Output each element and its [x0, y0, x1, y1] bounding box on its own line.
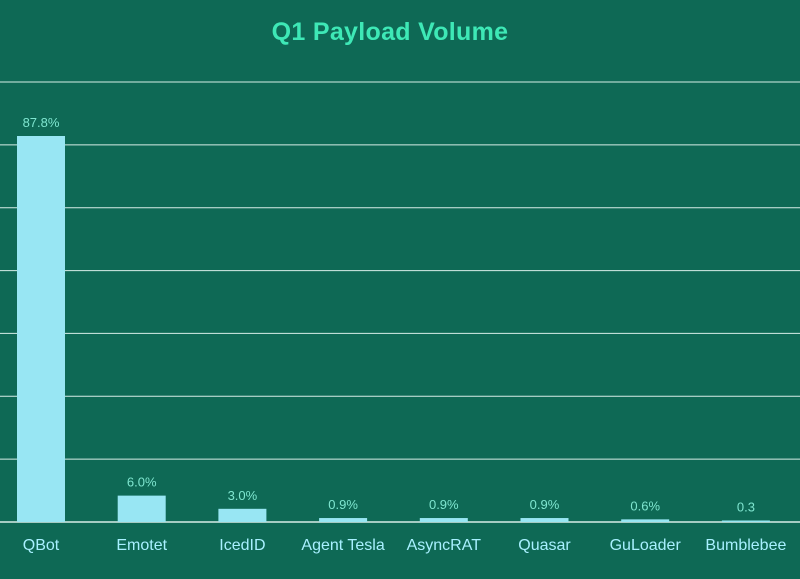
- category-label: Agent Tesla: [301, 537, 384, 554]
- bar-icedid: [218, 508, 267, 522]
- bar-agent-tesla: [319, 518, 368, 522]
- bar-quasar: [520, 518, 569, 522]
- chart-title: Q1 Payload Volume: [271, 18, 509, 46]
- category-label: Quasar: [518, 537, 571, 554]
- bar-guloader: [621, 519, 670, 522]
- bar-asyncrat: [419, 518, 468, 522]
- category-label: Emotet: [116, 537, 167, 554]
- data-label: 3.0%: [228, 488, 258, 503]
- data-label: 6.0%: [127, 475, 157, 490]
- data-label: 0.6%: [630, 498, 660, 513]
- category-label: Bumblebee: [705, 537, 786, 554]
- category-label: QBot: [23, 537, 60, 554]
- data-label: 0.9%: [429, 497, 459, 512]
- data-label: 87.8%: [23, 115, 60, 130]
- category-label: AsyncRAT: [407, 537, 482, 554]
- data-label: 0.9%: [530, 497, 560, 512]
- data-label: 0.3: [737, 500, 755, 515]
- category-label: IcedID: [219, 537, 265, 554]
- bar-bumblebee: [721, 520, 770, 522]
- data-label: 0.9%: [328, 497, 358, 512]
- bar-qbot: [17, 136, 65, 522]
- bar-emotet: [117, 495, 166, 522]
- category-label: GuLoader: [610, 537, 682, 554]
